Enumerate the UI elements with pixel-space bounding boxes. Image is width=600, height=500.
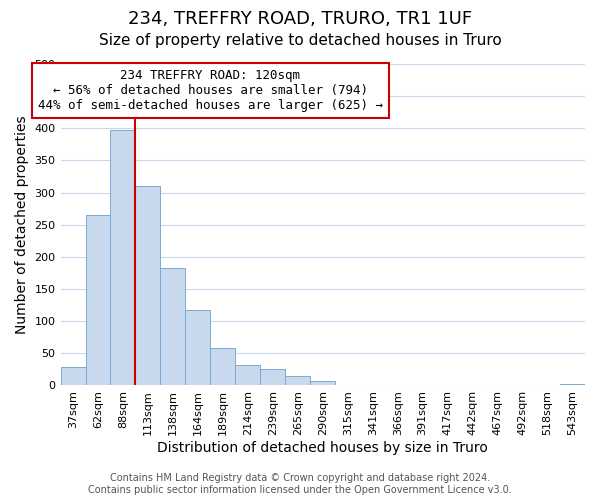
Text: Contains HM Land Registry data © Crown copyright and database right 2024.
Contai: Contains HM Land Registry data © Crown c…	[88, 474, 512, 495]
Bar	[61, 368, 86, 386]
Bar	[136, 186, 160, 386]
Y-axis label: Number of detached properties: Number of detached properties	[15, 116, 29, 334]
Bar	[86, 215, 110, 386]
Bar	[235, 365, 260, 386]
Bar	[260, 370, 286, 386]
Bar	[160, 268, 185, 386]
Bar	[110, 130, 136, 386]
Text: 234, TREFFRY ROAD, TRURO, TR1 1UF: 234, TREFFRY ROAD, TRURO, TR1 1UF	[128, 10, 472, 28]
Bar	[185, 310, 211, 386]
Text: 234 TREFFRY ROAD: 120sqm
← 56% of detached houses are smaller (794)
44% of semi-: 234 TREFFRY ROAD: 120sqm ← 56% of detach…	[38, 69, 383, 112]
Text: Size of property relative to detached houses in Truro: Size of property relative to detached ho…	[98, 32, 502, 48]
Bar	[286, 376, 310, 386]
Bar	[211, 348, 235, 386]
X-axis label: Distribution of detached houses by size in Truro: Distribution of detached houses by size …	[157, 441, 488, 455]
Bar	[310, 381, 335, 386]
Bar	[560, 384, 585, 386]
